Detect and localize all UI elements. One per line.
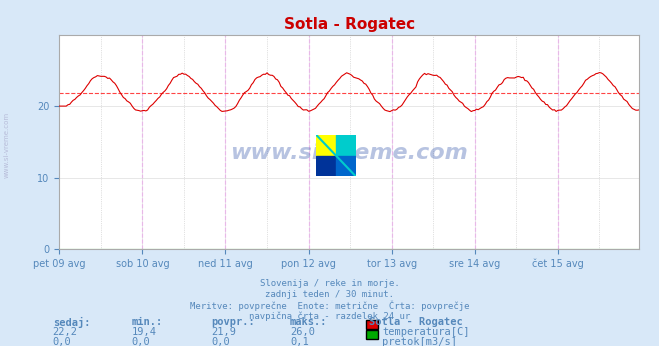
Text: 0,0: 0,0 [132,337,150,346]
Text: pretok[m3/s]: pretok[m3/s] [382,337,457,346]
Text: 21,9: 21,9 [211,327,236,337]
Bar [336,135,356,156]
Text: Sotla - Rogatec: Sotla - Rogatec [369,317,463,327]
Text: povpr.:: povpr.: [211,317,254,327]
Bar [336,156,356,176]
Text: 19,4: 19,4 [132,327,157,337]
Text: www.si-vreme.com: www.si-vreme.com [231,143,468,163]
Text: navpična črta - razdelek 24 ur: navpična črta - razdelek 24 ur [249,312,410,321]
Text: sedaj:: sedaj: [53,317,90,328]
Text: 0,1: 0,1 [290,337,308,346]
Text: 22,2: 22,2 [53,327,78,337]
Text: Meritve: povprečne  Enote: metrične  Črta: povprečje: Meritve: povprečne Enote: metrične Črta:… [190,301,469,311]
Text: 26,0: 26,0 [290,327,315,337]
Text: 0,0: 0,0 [211,337,229,346]
Text: min.:: min.: [132,317,163,327]
Bar [316,156,336,176]
Text: Slovenija / reke in morje.: Slovenija / reke in morje. [260,279,399,288]
Text: www.si-vreme.com: www.si-vreme.com [3,112,10,179]
Text: zadnji teden / 30 minut.: zadnji teden / 30 minut. [265,290,394,299]
Bar [316,135,336,156]
Text: maks.:: maks.: [290,317,328,327]
Text: 0,0: 0,0 [53,337,71,346]
Text: temperatura[C]: temperatura[C] [382,327,470,337]
Title: Sotla - Rogatec: Sotla - Rogatec [284,17,415,32]
